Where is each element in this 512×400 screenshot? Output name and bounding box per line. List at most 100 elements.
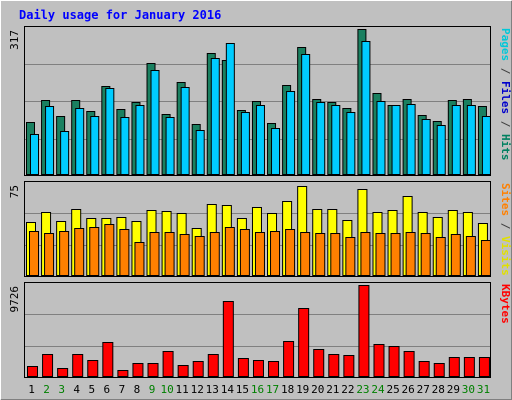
bar-kbytes	[207, 354, 219, 377]
bar-kbytes	[268, 361, 280, 377]
day-label: 16	[251, 383, 264, 396]
day-label: 21	[326, 383, 339, 396]
bar-kbytes	[72, 354, 84, 377]
bar-kbytes	[358, 285, 370, 377]
bar-kbytes	[463, 357, 475, 377]
bar-sites	[360, 232, 371, 276]
day-label: 31	[477, 383, 490, 396]
bar-kbytes	[237, 358, 249, 377]
day-label: 2	[43, 383, 50, 396]
bar-sites	[104, 224, 115, 276]
bar-pages	[331, 105, 341, 175]
bar-kbytes	[343, 355, 355, 377]
bar-sites	[44, 233, 55, 276]
legend-part-1: /	[499, 216, 512, 236]
day-label: 1	[28, 383, 35, 396]
day-label: 30	[462, 383, 475, 396]
bar-sites	[465, 236, 476, 276]
bar-pages	[105, 88, 115, 175]
panel-hits-files-pages: 317 Pages / Files / Hits	[8, 26, 512, 176]
series-legend: Sites / Visits	[499, 183, 512, 276]
bar-pages	[135, 105, 145, 175]
bar-sites	[224, 227, 235, 276]
bar-pages	[30, 134, 39, 175]
series-legend: Pages / Files / Hits	[499, 28, 512, 161]
bar-sites	[134, 242, 145, 276]
bar-kbytes	[27, 366, 38, 377]
bar-pages	[120, 117, 130, 175]
bar-pages	[90, 116, 100, 175]
bar-sites	[149, 232, 160, 276]
day-label: 5	[88, 383, 95, 396]
bar-pages	[271, 128, 281, 175]
day-label: 3	[58, 383, 65, 396]
bar-kbytes	[162, 351, 174, 377]
bar-sites	[254, 232, 265, 276]
bar-pages	[286, 91, 296, 175]
series-legend: KBytes	[499, 284, 512, 324]
bar-sites	[315, 233, 326, 276]
chart-title: Daily usage for January 2016	[19, 8, 221, 22]
bar-pages	[255, 105, 265, 175]
bar-sites	[209, 232, 220, 276]
day-label: 4	[73, 383, 80, 396]
day-label: 8	[134, 383, 141, 396]
bar-sites	[345, 237, 356, 276]
bar-kbytes	[132, 363, 144, 377]
bar-sites	[194, 236, 205, 276]
day-label: 18	[281, 383, 294, 396]
bar-sites	[420, 233, 431, 276]
bar-pages	[195, 130, 205, 175]
max-label: 9726	[8, 286, 21, 313]
panel-kbytes: 9726 KBytes	[8, 282, 512, 378]
legend-part-0: KBytes	[499, 284, 512, 324]
bar-pages	[180, 87, 190, 175]
bar-sites	[390, 233, 401, 276]
legend-part-0: Sites	[499, 183, 512, 216]
bar-sites	[480, 240, 491, 276]
bar-pages	[376, 101, 386, 175]
bar-kbytes	[328, 354, 340, 377]
bar-pages	[421, 119, 431, 175]
bar-pages	[150, 70, 160, 175]
day-label: 7	[119, 383, 126, 396]
bar-pages	[451, 105, 461, 175]
bar-kbytes	[87, 360, 99, 377]
bar-kbytes	[42, 354, 54, 377]
day-label: 28	[432, 383, 445, 396]
bar-sites	[29, 231, 39, 276]
bar-sites	[285, 229, 296, 276]
bar-pages	[346, 112, 356, 175]
bar-pages	[466, 105, 476, 175]
day-label: 14	[221, 383, 235, 396]
day-label: 29	[447, 383, 460, 396]
bar-pages	[240, 112, 250, 175]
bar-kbytes	[433, 363, 445, 377]
day-label: 6	[104, 383, 111, 396]
legend-part-1: /	[499, 61, 512, 81]
bar-pages	[45, 106, 55, 175]
day-label: 25	[386, 383, 399, 396]
bar-sites	[330, 233, 341, 276]
bar-pages	[391, 105, 401, 175]
day-label: 19	[296, 383, 309, 396]
bar-kbytes	[283, 341, 295, 377]
bar-kbytes	[222, 301, 234, 377]
day-label: 9	[149, 383, 156, 396]
bar-pages	[60, 131, 70, 175]
bar-sites	[239, 229, 250, 276]
bar-sites	[435, 237, 446, 276]
day-label: 24	[371, 383, 385, 396]
legend-part-2: Visits	[499, 236, 512, 276]
bar-pages	[301, 54, 311, 175]
bar-sites	[300, 232, 311, 276]
bar-sites	[74, 228, 85, 276]
bar-kbytes	[313, 349, 325, 377]
bar-pages	[165, 117, 175, 175]
bar-pages	[481, 116, 491, 175]
bar-sites	[164, 232, 175, 276]
bar-kbytes	[117, 370, 129, 377]
day-label: 20	[311, 383, 324, 396]
